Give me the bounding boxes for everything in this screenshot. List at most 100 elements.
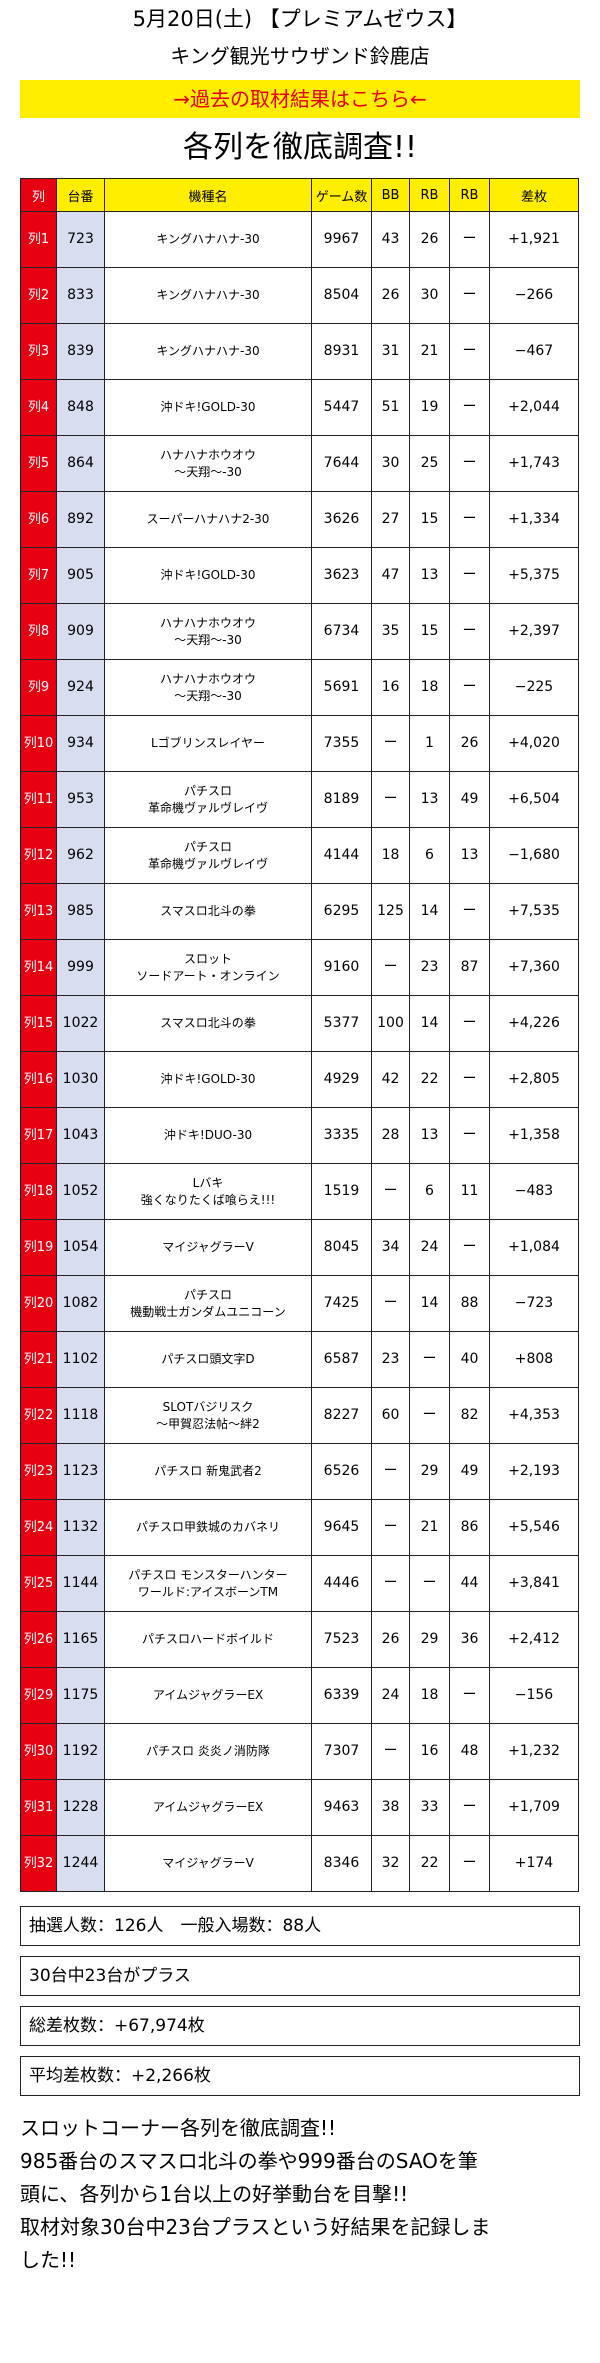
rb2-count: 11 — [449, 1163, 490, 1220]
table-row: 列24 1132 パチスロ甲鉄城のカバネリ 9645 ー 21 86 +5,546 — [20, 1499, 579, 1556]
game-count: 6587 — [311, 1331, 372, 1388]
rb-count: 22 — [409, 1051, 450, 1108]
header-machine-name: 機種名 — [104, 178, 312, 212]
machine-name: パチスロ 革命機ヴァルヴレイヴ — [104, 827, 312, 884]
machine-number: 848 — [56, 379, 105, 436]
past-results-link[interactable]: →過去の取材結果はこちら← — [20, 80, 580, 118]
row-label: 列12 — [20, 827, 57, 884]
game-count: 4929 — [311, 1051, 372, 1108]
machine-number: 723 — [56, 211, 105, 268]
rb2-count: 36 — [449, 1611, 490, 1668]
machine-name: パチスロ 革命機ヴァルヴレイヴ — [104, 771, 312, 828]
rb2-count: 86 — [449, 1499, 490, 1556]
table-row: 列17 1043 沖ドキ!DUO-30 3335 28 13 ー +1,358 — [20, 1107, 579, 1164]
machine-name: パチスロ モンスターハンター ワールド:アイスボーンTM — [104, 1555, 312, 1612]
rb-count: ー — [409, 1331, 450, 1388]
game-count: 4446 — [311, 1555, 372, 1612]
summary-line: 頭に、各列から1台以上の好挙動台を目撃!! — [20, 2182, 409, 2206]
game-count: 8227 — [311, 1387, 372, 1444]
bb-count: ー — [371, 771, 410, 828]
row-label: 列13 — [20, 883, 57, 940]
game-count: 8504 — [311, 267, 372, 324]
bb-count: 34 — [371, 1219, 410, 1276]
diff-coins: +1,743 — [489, 435, 579, 492]
rb-count: 15 — [409, 491, 450, 548]
table-header-row: 列 台番 機種名 ゲーム数 BB RB RB 差枚 — [20, 178, 579, 212]
rb2-count: ー — [449, 211, 490, 268]
game-count: 5377 — [311, 995, 372, 1052]
table-row: 列18 1052 Lバキ 強くなりたくば喰らえ!!! 1519 ー 6 11 −483 — [20, 1163, 579, 1220]
game-count: 9645 — [311, 1499, 372, 1556]
rb-count: 29 — [409, 1443, 450, 1500]
table-row: 列12 962 パチスロ 革命機ヴァルヴレイヴ 4144 18 6 13 −1,680 — [20, 827, 579, 884]
row-label: 列6 — [20, 491, 57, 548]
rb2-count: ー — [449, 1107, 490, 1164]
diff-coins: +1,709 — [489, 1779, 579, 1836]
row-label: 列11 — [20, 771, 57, 828]
rb-count: 6 — [409, 827, 450, 884]
row-label: 列18 — [20, 1163, 57, 1220]
rb2-count: 49 — [449, 1443, 490, 1500]
table-row: 列23 1123 パチスロ 新鬼武者2 6526 ー 29 49 +2,193 — [20, 1443, 579, 1500]
game-count: 9463 — [311, 1779, 372, 1836]
diff-coins: +2,397 — [489, 603, 579, 660]
machine-name: ハナハナホウオウ 〜天翔〜-30 — [104, 435, 312, 492]
summary-line: 985番台のスマスロ北斗の拳や999番台のSAOを筆 — [20, 2149, 478, 2173]
header-bb: BB — [371, 178, 410, 212]
game-count: 5447 — [311, 379, 372, 436]
summary-line: した!! — [20, 2248, 77, 2272]
game-count: 8045 — [311, 1219, 372, 1276]
rb-count: 13 — [409, 771, 450, 828]
header-machine-number: 台番 — [56, 178, 105, 212]
avg-diff-info: 平均差枚数：+2,266枚 — [20, 2056, 580, 2096]
row-label: 列9 — [20, 659, 57, 716]
rb-count: 19 — [409, 379, 450, 436]
machine-number: 833 — [56, 267, 105, 324]
machine-name: ハナハナホウオウ 〜天翔〜-30 — [104, 659, 312, 716]
table-row: 列20 1082 パチスロ 機動戦士ガンダムユニコーン 7425 ー 14 88 −723 — [20, 1275, 579, 1332]
table-row: 列25 1144 パチスロ モンスターハンター ワールド:アイスボーンTM 4446 ーー… — [20, 1555, 579, 1612]
table-row: 列31 1228 アイムジャグラーEX 9463 38 33 ー +1,709 — [20, 1779, 579, 1836]
table-row: 列11 953 パチスロ 革命機ヴァルヴレイヴ 8189 ー 13 49 +6,504 — [20, 771, 579, 828]
machine-number: 905 — [56, 547, 105, 604]
row-label: 列3 — [20, 323, 57, 380]
rb2-count: 26 — [449, 715, 490, 772]
bb-count: 30 — [371, 435, 410, 492]
rb-count: 14 — [409, 883, 450, 940]
total-diff-info: 総差枚数：+67,974枚 — [20, 2006, 580, 2046]
diff-coins: +1,921 — [489, 211, 579, 268]
machine-number: 1052 — [56, 1163, 105, 1220]
rb-count: 15 — [409, 603, 450, 660]
summary-line: スロットコーナー各列を徹底調査!! — [20, 2116, 337, 2140]
header-game-count: ゲーム数 — [311, 178, 372, 212]
machine-number: 953 — [56, 771, 105, 828]
rb2-count: ー — [449, 379, 490, 436]
machine-number: 962 — [56, 827, 105, 884]
diff-coins: +4,020 — [489, 715, 579, 772]
bb-count: 51 — [371, 379, 410, 436]
table-row: 列9 924 ハナハナホウオウ 〜天翔〜-30 5691 16 18 ー −225 — [20, 659, 579, 716]
header-row-label: 列 — [20, 178, 57, 212]
rb-count: 30 — [409, 267, 450, 324]
rb2-count: ー — [449, 603, 490, 660]
bb-count: 27 — [371, 491, 410, 548]
machine-name: キングハナハナ-30 — [104, 211, 312, 268]
bb-count: ー — [371, 1499, 410, 1556]
bb-count: 42 — [371, 1051, 410, 1108]
bb-count: 24 — [371, 1667, 410, 1724]
machine-name: ハナハナホウオウ 〜天翔〜-30 — [104, 603, 312, 660]
rb-count: 1 — [409, 715, 450, 772]
machine-name: アイムジャグラーEX — [104, 1667, 312, 1724]
table-row: 列3 839 キングハナハナ-30 8931 31 21 ー −467 — [20, 323, 579, 380]
rb-count: ー — [409, 1555, 450, 1612]
row-label: 列22 — [20, 1387, 57, 1444]
machine-name: マイジャグラーV — [104, 1219, 312, 1276]
bb-count: ー — [371, 1275, 410, 1332]
rb-count: 21 — [409, 1499, 450, 1556]
rb2-count: 44 — [449, 1555, 490, 1612]
store-name: キング観光サウザンド鈴鹿店 — [170, 44, 430, 68]
rb2-count: ー — [449, 267, 490, 324]
bb-count: ー — [371, 715, 410, 772]
rb-count: ー — [409, 1387, 450, 1444]
table-row: 列29 1175 アイムジャグラーEX 6339 24 18 ー −156 — [20, 1667, 579, 1724]
